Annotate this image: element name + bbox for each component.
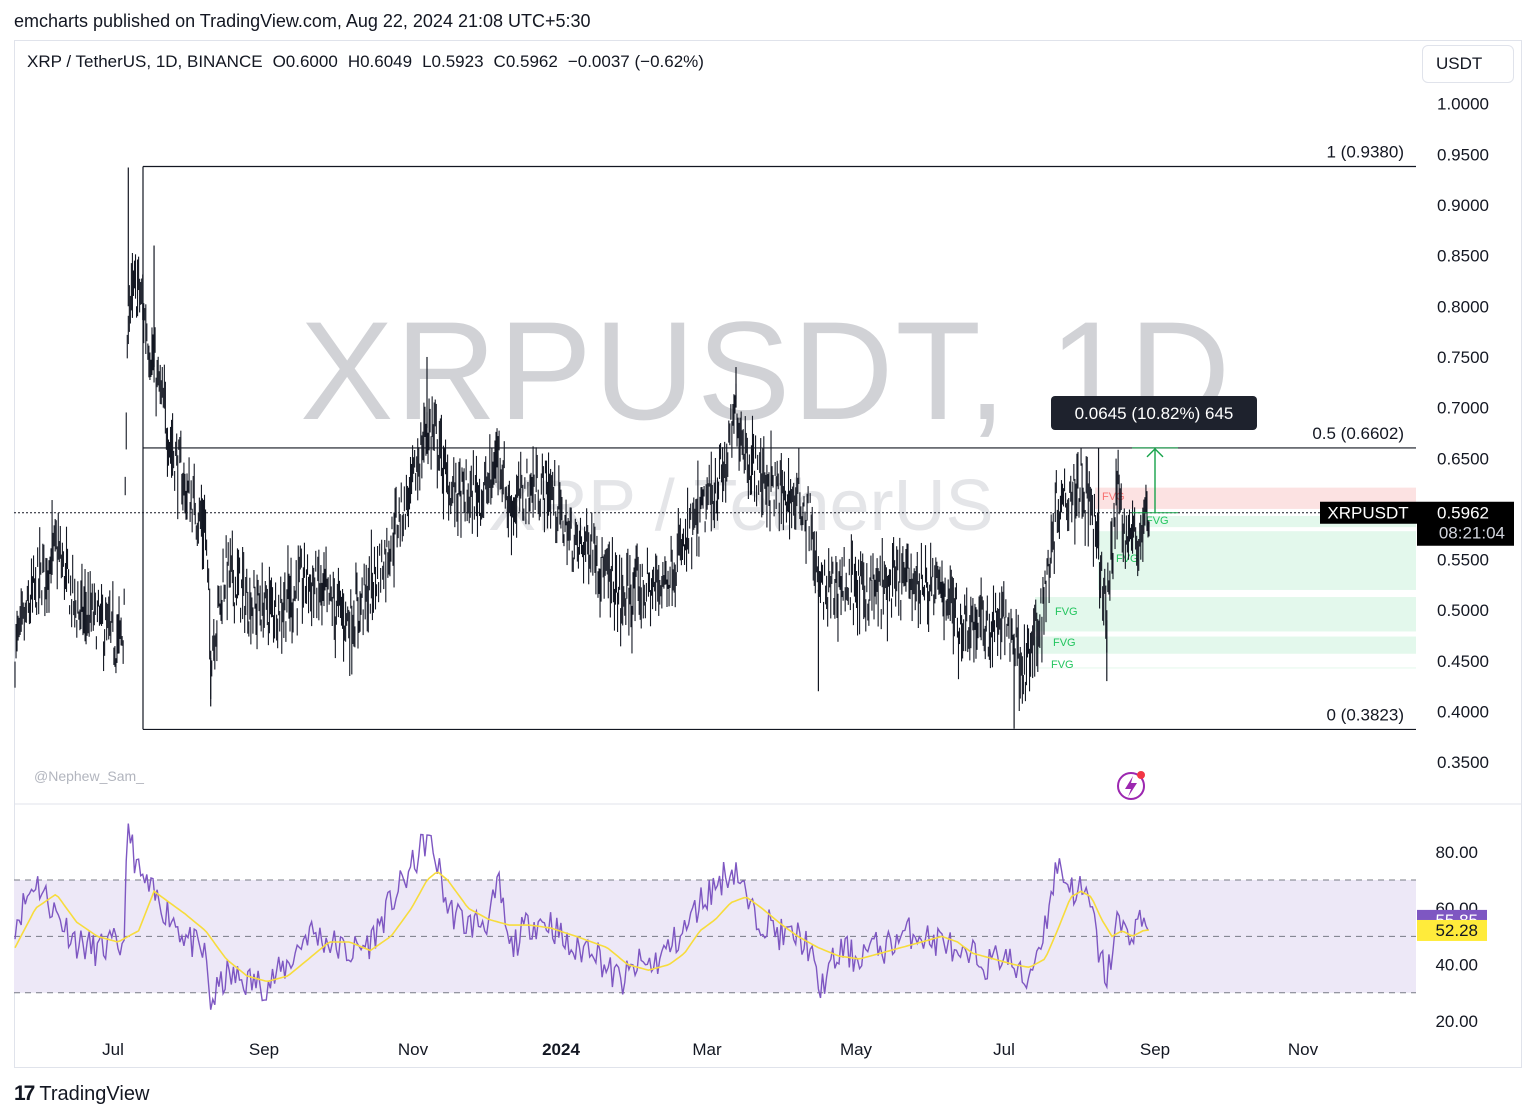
time-axis-tick: Mar [692,1040,722,1059]
symbol-price-tag [1320,501,1417,524]
time-axis[interactable]: Jul Sep Nov 2024 Mar May Jul Sep Nov [102,1040,1318,1059]
tradingview-logo-icon: 17 [14,1082,35,1105]
fvg-zone [1098,531,1416,590]
rsi-axis-tick: 80.00 [1435,843,1478,862]
fvg-zone [1035,597,1416,632]
time-axis-tick: Sep [1140,1040,1170,1059]
bar-countdown: 08:21:04 [1439,524,1505,543]
measure-tooltip [1051,396,1257,430]
rsi-ma-line [14,871,1150,983]
price-axis-tick: 0.7500 [1437,348,1489,367]
time-axis-tick: May [840,1040,873,1059]
measure-tooltip-text: 0.0645 (10.82%) 645 [1075,404,1234,423]
fvg-label: FVG [1053,637,1076,649]
rsi-axis-tick: 40.00 [1435,956,1478,975]
legend-open: O0.6000 [272,52,338,71]
time-axis-tick: Jul [993,1040,1015,1059]
price-axis-tick: 0.8500 [1437,247,1489,266]
symbol-watermark-sub: XRP / TetherUS [488,466,994,546]
legend-high: H0.6049 [347,52,413,71]
fvg-zone [1035,636,1416,654]
publisher-line: emcharts published on TradingView.com, A… [14,11,591,31]
price-axis-tick: 0.5500 [1437,551,1489,570]
fvg-label: FVG [1146,515,1169,527]
legend-close: C0.5962 [493,52,558,71]
price-axis-tick: 0.8000 [1437,297,1489,316]
time-axis-tick: 2024 [542,1040,580,1059]
chart-frame [14,40,1522,1068]
price-axis-tick: 0.5000 [1437,601,1489,620]
time-axis-tick: Sep [249,1040,279,1059]
fvg-zone [1035,667,1416,669]
price-axis-tick: 0.9000 [1437,196,1489,215]
tradingview-footer[interactable]: 17 TradingView [14,1082,149,1106]
fvg-label: FVG [1055,606,1078,618]
currency-button[interactable]: USDT [1422,45,1514,83]
legend-change: −0.0037 (−0.62%) [567,52,704,71]
lightning-icon[interactable] [1117,771,1145,800]
fvg-label: FVG [1116,553,1139,565]
author-tag: @Nephew_Sam_ [34,768,144,784]
price-axis-tick: 1.0000 [1437,95,1489,114]
tradingview-brand: TradingView [39,1082,150,1105]
last-price-value: 0.5962 [1437,504,1489,523]
fvg-zone [1140,515,1416,528]
rsi-ma-value-label [1417,919,1487,941]
time-axis-tick: Nov [398,1040,429,1059]
price-axis-tick: 0.7000 [1437,399,1489,418]
measure-arrow-head [1146,447,1164,458]
legend-low: L0.5923 [422,52,484,71]
fib-level-label: 1 (0.9380) [1327,143,1405,162]
rsi-axis-tick: 20.00 [1435,1012,1478,1031]
price-axis-tick: 0.4500 [1437,652,1489,671]
rsi-ma-value: 52.28 [1435,921,1478,940]
fib-level-label: 0 (0.3823) [1327,705,1405,724]
fib-level-label: 0.5 (0.6602) [1312,424,1404,443]
price-axis-tick: 0.3500 [1437,753,1489,772]
fvg-label: FVG [1051,659,1074,671]
price-axis-tick: 0.6500 [1437,449,1489,468]
legend-symbol[interactable]: XRP / TetherUS, 1D, BINANCE [27,52,263,71]
time-axis-tick: Jul [102,1040,124,1059]
ohlc-legend: XRP / TetherUS, 1D, BINANCE O0.6000 H0.604… [27,52,714,72]
last-price-label [1417,501,1514,546]
price-axis-tick: 0.9500 [1437,145,1489,164]
price-axis-tick: 0.4000 [1437,703,1489,722]
rsi-line [14,823,1149,1010]
symbol-price-tag-text: XRPUSDT [1327,504,1408,523]
time-axis-tick: Nov [1288,1040,1319,1059]
